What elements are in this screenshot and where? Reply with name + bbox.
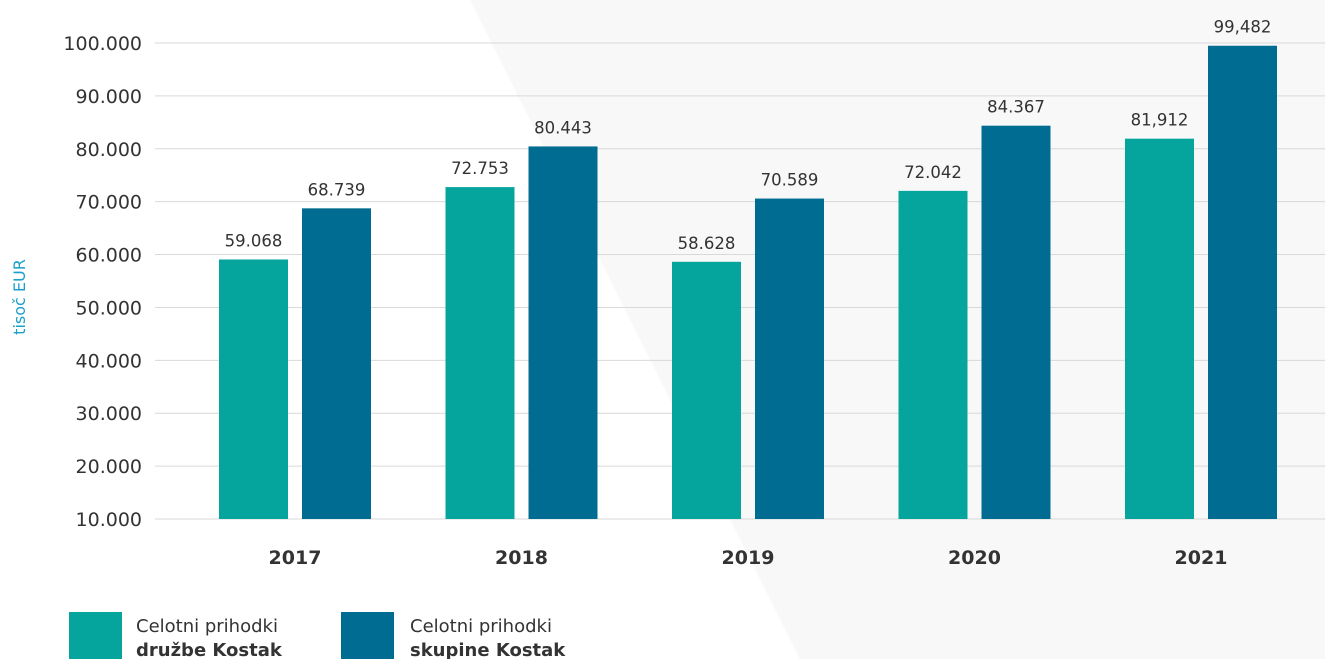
legend-label-skupine-line2: skupine Kostak	[410, 640, 566, 659]
legend: Celotni prihodki družbe Kostak Celotni p…	[69, 612, 566, 659]
bar-2018-series-0	[446, 187, 515, 519]
bar-2019-series-1	[755, 199, 824, 519]
y-tick-label: 70.000	[76, 192, 142, 214]
y-axis-label: tisoč EUR	[10, 259, 29, 335]
bar-2018-series-1	[529, 146, 598, 519]
legend-label-druzbe-line2: družbe Kostak	[136, 640, 283, 659]
data-label: 80.443	[534, 118, 592, 137]
bar-2020-series-1	[982, 126, 1051, 519]
bar-2021-series-1	[1208, 46, 1277, 519]
bar-2019-series-0	[672, 262, 741, 519]
data-label: 72.042	[904, 163, 962, 182]
y-tick-label: 90.000	[76, 86, 142, 108]
y-axis-ticks: 10.000 20.000 30.000 40.000 50.000 60.000 70.0…	[63, 33, 142, 531]
x-tick-label: 2017	[269, 547, 322, 569]
y-tick-label: 50.000	[76, 297, 142, 319]
y-tick-label: 10.000	[76, 509, 142, 531]
legend-swatch-skupine	[341, 612, 394, 659]
x-tick-label: 2019	[722, 547, 775, 569]
x-tick-label: 2018	[495, 547, 548, 569]
data-label: 59.068	[225, 231, 283, 250]
bar-2020-series-0	[899, 191, 968, 519]
x-tick-label: 2021	[1175, 547, 1228, 569]
data-label: 72.753	[451, 159, 509, 178]
x-tick-label: 2020	[948, 547, 1001, 569]
bar-2021-series-0	[1125, 139, 1194, 519]
data-label: 84.367	[987, 98, 1045, 117]
legend-label-skupine-line1: Celotni prihodki	[410, 616, 552, 637]
legend-swatch-druzbe	[69, 612, 122, 659]
data-label: 99,482	[1214, 18, 1272, 37]
y-tick-label: 100.000	[63, 33, 142, 55]
bar-2017-series-0	[219, 259, 288, 519]
data-label: 70.589	[761, 171, 819, 190]
data-label: 68.739	[308, 180, 366, 199]
y-tick-label: 60.000	[76, 245, 142, 267]
y-tick-label: 80.000	[76, 139, 142, 161]
data-label: 58.628	[678, 234, 736, 253]
legend-label-druzbe-line1: Celotni prihodki	[136, 616, 278, 637]
y-tick-label: 20.000	[76, 456, 142, 478]
y-tick-label: 40.000	[76, 350, 142, 372]
bar-2017-series-1	[302, 208, 371, 519]
y-tick-label: 30.000	[76, 403, 142, 425]
data-label: 81,912	[1131, 111, 1189, 130]
